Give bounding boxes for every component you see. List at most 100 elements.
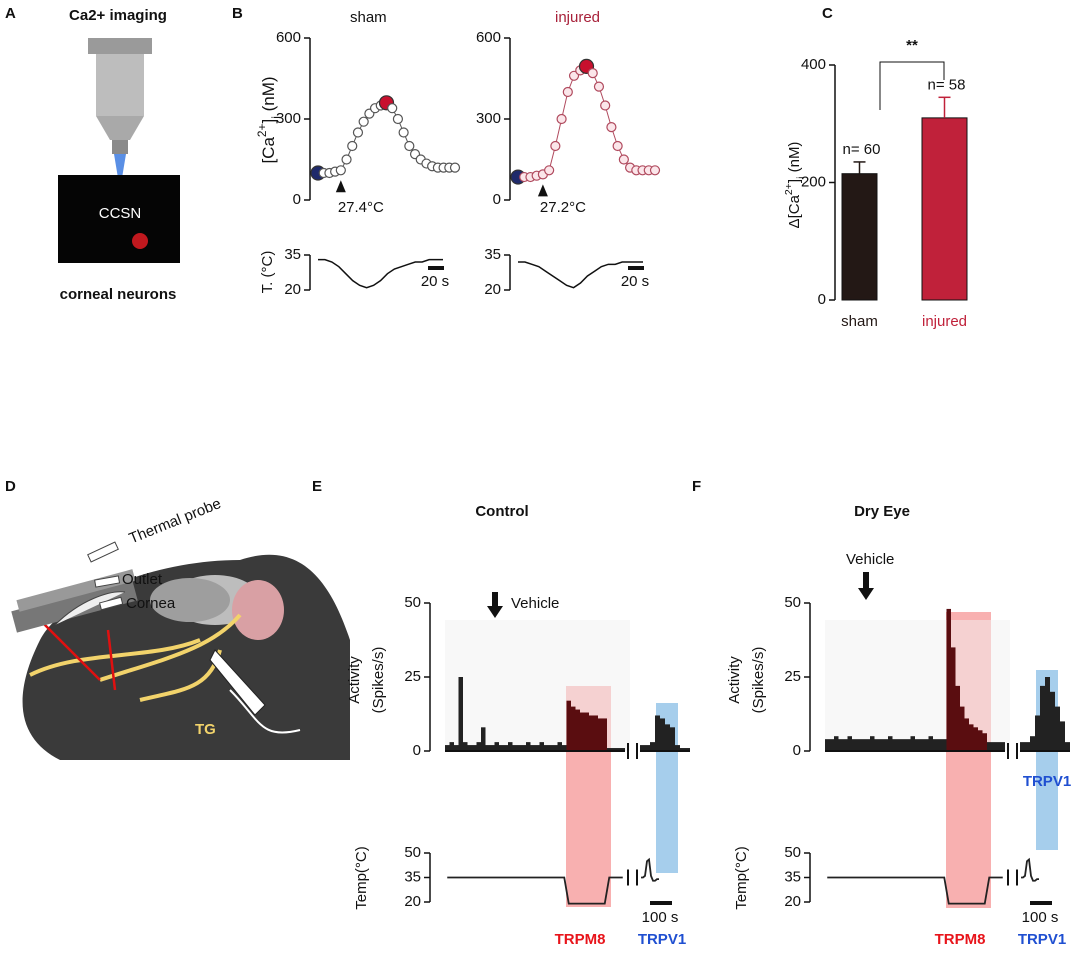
activity-bin bbox=[611, 748, 616, 751]
activity-bin bbox=[834, 736, 839, 751]
activity-bin bbox=[937, 739, 942, 751]
activity-bin bbox=[847, 736, 852, 751]
calcium-point bbox=[593, 81, 605, 92]
activity-bin bbox=[1050, 691, 1055, 751]
stimulus-label: TRPV1 bbox=[638, 931, 686, 948]
activity-bin bbox=[553, 745, 558, 751]
activity-bin bbox=[650, 742, 655, 751]
activity-bin bbox=[1065, 742, 1070, 751]
vehicle-arrow bbox=[487, 592, 503, 618]
activity-bin bbox=[897, 739, 902, 751]
y-tick-label: 0 bbox=[493, 191, 501, 208]
activity-bin bbox=[1035, 715, 1040, 751]
activity-bin bbox=[982, 733, 987, 751]
calcium-point bbox=[341, 154, 352, 165]
plot-bg bbox=[825, 620, 1010, 751]
activity-label-line: (Spikes/s) bbox=[370, 647, 387, 714]
activity-bin bbox=[946, 608, 951, 751]
axis-label-part: i bbox=[795, 177, 807, 179]
axis-label-part: ] bbox=[259, 119, 278, 124]
calcium-point bbox=[606, 121, 617, 133]
activity-bin bbox=[874, 739, 879, 751]
condition-name: sham bbox=[350, 9, 387, 26]
y-tick-label: 20 bbox=[284, 281, 301, 298]
y-tick-label: 200 bbox=[801, 173, 826, 190]
caption: corneal neurons bbox=[60, 286, 177, 303]
panel-letter: A bbox=[5, 5, 16, 22]
activity-bin bbox=[825, 739, 830, 751]
activity-bin bbox=[838, 739, 843, 751]
calcium-point bbox=[347, 140, 358, 152]
probe-label: Thermal probe bbox=[127, 495, 224, 547]
activity-bin bbox=[660, 718, 665, 751]
activity-bin bbox=[645, 745, 650, 751]
t-label: T. (°C) bbox=[259, 251, 276, 294]
vehicle-label: Vehicle bbox=[846, 551, 894, 568]
activity-bin bbox=[933, 739, 938, 751]
activity-bin bbox=[973, 727, 978, 751]
activity-bin bbox=[584, 712, 589, 751]
activity-bin bbox=[521, 745, 526, 751]
y-tick-label: 50 bbox=[784, 844, 801, 861]
y-tick-label: 400 bbox=[801, 56, 826, 73]
activity-bin bbox=[499, 745, 504, 751]
activity-bin bbox=[548, 745, 553, 751]
activity-bin bbox=[685, 748, 690, 751]
activity-bin bbox=[472, 745, 477, 751]
activity-bin bbox=[655, 715, 660, 751]
scale-label: 20 s bbox=[621, 273, 649, 290]
activity-label-line: Activity bbox=[726, 656, 743, 704]
axis-label-part: 2+ bbox=[783, 183, 795, 195]
activity-bin bbox=[454, 745, 459, 751]
calcium-point bbox=[387, 103, 398, 114]
activity-bin bbox=[1025, 742, 1030, 751]
bar bbox=[841, 173, 878, 301]
threshold-label: 27.4°C bbox=[338, 199, 384, 216]
temperature-trace bbox=[1021, 857, 1039, 882]
activity-bin bbox=[1060, 721, 1065, 751]
calcium-point bbox=[612, 140, 623, 152]
activity-bin bbox=[575, 709, 580, 751]
activity-bin bbox=[919, 739, 924, 751]
temperature-trace bbox=[641, 857, 659, 882]
y-tick-label: 35 bbox=[284, 246, 301, 263]
activity-bin bbox=[883, 739, 888, 751]
outlet-label: Outlet bbox=[122, 571, 163, 588]
y-tick-label: 50 bbox=[404, 594, 421, 611]
cell-label: CCSN bbox=[99, 205, 142, 222]
activity-bin bbox=[901, 739, 906, 751]
stimulus-label: TRPM8 bbox=[555, 931, 606, 948]
significance-bracket bbox=[879, 61, 945, 110]
calcium-point bbox=[556, 113, 567, 125]
calcium-point bbox=[392, 113, 404, 125]
activity-bin bbox=[670, 727, 675, 751]
activity-bin bbox=[566, 700, 571, 751]
panel-letter: D bbox=[5, 478, 16, 495]
axis-label-part: (nM) bbox=[786, 142, 803, 177]
activity-bin bbox=[544, 745, 549, 751]
calcium-point bbox=[550, 140, 561, 152]
y-tick-label: 0 bbox=[818, 291, 826, 308]
activity-bin bbox=[829, 739, 834, 751]
activity-label-line: (Spikes/s) bbox=[750, 647, 767, 714]
axis-label-part: (nM) bbox=[259, 76, 278, 116]
activity-bin bbox=[892, 739, 897, 751]
activity-bin bbox=[1020, 742, 1025, 751]
y-tick-label: 20 bbox=[484, 281, 501, 298]
activity-bin bbox=[467, 745, 472, 751]
temperature-trace bbox=[447, 876, 623, 905]
axis-label-part: i bbox=[269, 116, 283, 119]
threshold-label: 27.2°C bbox=[540, 199, 586, 216]
scale-label: 20 s bbox=[421, 273, 449, 290]
panel-title: Ca2+ imaging bbox=[69, 7, 167, 24]
activity-bin bbox=[978, 730, 983, 751]
y-tick-label: 20 bbox=[784, 893, 801, 910]
y-tick-label: 0 bbox=[413, 742, 421, 759]
y-tick-label: 600 bbox=[276, 29, 301, 46]
x-tick-label: injured bbox=[922, 313, 967, 330]
activity-bin bbox=[1030, 736, 1035, 751]
calcium-point bbox=[587, 67, 598, 79]
activity-bin bbox=[960, 706, 965, 751]
activity-bin bbox=[870, 736, 875, 751]
